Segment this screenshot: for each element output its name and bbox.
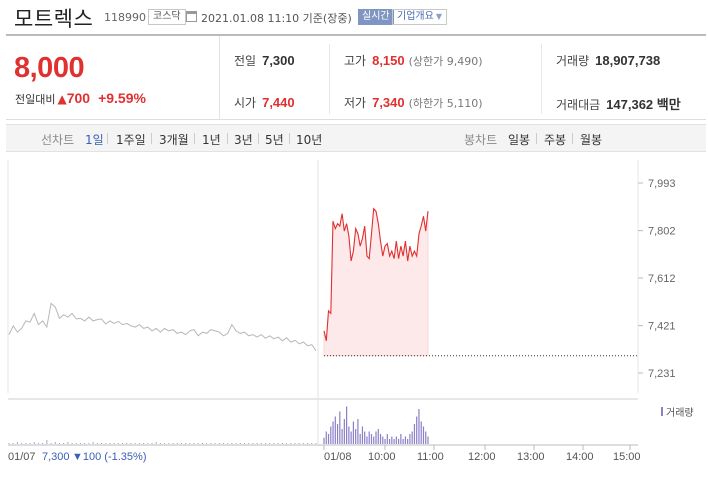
diff-percent: +9.59%	[98, 90, 146, 106]
tab-1day[interactable]: 1일	[85, 133, 104, 147]
today-area-fill	[323, 207, 429, 357]
chart-grid	[7, 160, 639, 446]
open-label: 시가	[234, 96, 257, 110]
tab-1year[interactable]: 1년	[202, 133, 221, 147]
open-cell: 시가 7,440	[234, 94, 295, 111]
x-tick-label: 11:00	[417, 451, 444, 463]
tab-separator	[107, 133, 108, 144]
company-overview-label: 기업개요	[397, 11, 434, 22]
price-change: 전일대비 ▲700 +9.59%	[15, 90, 146, 107]
tab-1week[interactable]: 1주일	[116, 133, 146, 147]
low-value: 7,340	[372, 95, 405, 110]
header: 모트렉스 118990 코스닥 2021.01.08 11:10 기준(장중) …	[0, 0, 708, 34]
high-value: 8,150	[372, 53, 405, 68]
tab-separator	[194, 133, 195, 144]
tab-daily-candle[interactable]: 일봉	[508, 133, 531, 147]
prev-day-line	[8, 302, 317, 352]
series-prev-day	[8, 302, 317, 352]
prev-close-cell: 전일 7,300	[234, 52, 295, 69]
company-overview-button[interactable]: 기업개요 ▼	[392, 9, 447, 25]
stock-code: 118990	[104, 11, 146, 24]
x-tick-label: 14:00	[566, 451, 594, 463]
quote-panel: 8,000 전일대비 ▲700 +9.59% 전일 7,300 시가 7,440 고가 8…	[6, 34, 706, 120]
chevron-down-icon: ▼	[435, 12, 442, 21]
diff-value: 700	[66, 90, 91, 106]
x-tick-label: 01/07	[8, 451, 36, 463]
y-tick-label: 7,802	[648, 226, 676, 238]
market-badge: 코스닥	[148, 9, 186, 25]
prev-day-diff: ▼100 (-1.35%)	[72, 451, 146, 463]
volume-chart: 거래량	[8, 406, 694, 444]
upper-limit: (상한가 9,490)	[408, 55, 483, 68]
tab-3month[interactable]: 3개월	[159, 133, 189, 147]
x-tick-label: 10:00	[368, 451, 396, 463]
volume-legend-label: 거래량	[666, 407, 694, 419]
calendar-icon	[186, 11, 197, 22]
current-price: 8,000	[14, 52, 85, 84]
x-axis: 01/08 10:00 11:00 12:00 13:00 14:00 15:00	[323, 445, 641, 463]
candle-chart-label: 봉차트	[464, 133, 498, 147]
tab-separator	[258, 133, 259, 144]
amount-cell: 거래대금 147,362 백만	[556, 94, 681, 113]
price-area: 8,000 전일대비 ▲700 +9.59%	[6, 36, 220, 120]
line-chart-label: 선차트	[41, 133, 75, 147]
up-arrow-icon: ▲	[57, 92, 67, 106]
y-tick-label: 7,612	[648, 273, 676, 285]
x-tick-label: 13:00	[517, 451, 545, 463]
tab-separator	[572, 133, 573, 144]
stock-name: 모트렉스	[14, 7, 94, 31]
tab-separator	[151, 133, 152, 144]
low-label: 저가	[344, 96, 367, 110]
chart-footer: 01/07 7,300 ▼100 (-1.35%)	[8, 451, 146, 463]
high-label: 고가	[344, 54, 367, 68]
divider	[329, 44, 330, 114]
prev-close-label: 전일	[234, 54, 257, 68]
x-tick-label: 01/08	[324, 451, 352, 463]
volume-label: 거래량	[556, 54, 590, 68]
tab-monthly-candle[interactable]: 월봉	[580, 133, 603, 147]
y-tick-label: 7,421	[648, 321, 676, 333]
today-line	[323, 207, 429, 341]
prev-day-price: 7,300	[42, 451, 70, 463]
tab-separator	[289, 133, 290, 144]
high-cell: 고가 8,150 (상한가 9,490)	[344, 52, 483, 69]
low-cell: 저가 7,340 (하한가 5,110)	[344, 94, 483, 111]
amount-label: 거래대금	[556, 98, 601, 112]
open-value: 7,440	[262, 95, 295, 110]
tab-5year[interactable]: 5년	[265, 133, 284, 147]
tab-separator	[227, 133, 228, 144]
volume-legend-swatch	[661, 407, 663, 416]
volume-cell: 거래량 18,907,738	[556, 52, 660, 69]
realtime-button[interactable]: 실시간	[358, 9, 394, 25]
tab-3year[interactable]: 3년	[234, 133, 253, 147]
price-chart[interactable]: 7,993 7,802 7,612 7,421 7,231 거래량 01/08 10:00…	[6, 155, 708, 477]
y-tick-label: 7,993	[648, 178, 676, 190]
tab-10year[interactable]: 10년	[296, 133, 323, 147]
y-tick-label: 7,231	[648, 368, 676, 380]
series-today	[323, 207, 638, 357]
amount-value: 147,362 백만	[606, 97, 681, 112]
tab-weekly-candle[interactable]: 주봉	[544, 133, 567, 147]
divider	[541, 44, 542, 114]
lower-limit: (하한가 5,110)	[408, 97, 483, 110]
chart-tabbar: 선차트 1일 1주일 3개월 1년 3년 5년 10년 봉차트 일봉 주봉 월봉	[6, 124, 706, 152]
x-tick-label: 12:00	[468, 451, 496, 463]
quote-datetime: 2021.01.08 11:10 기준(장중)	[201, 12, 352, 25]
prev-close-value: 7,300	[262, 53, 295, 68]
y-axis: 7,993 7,802 7,612 7,421 7,231	[638, 178, 676, 380]
x-tick-label: 15:00	[613, 451, 641, 463]
volume-value: 18,907,738	[595, 53, 661, 68]
diff-label: 전일대비	[15, 93, 56, 106]
tab-separator	[536, 133, 537, 144]
